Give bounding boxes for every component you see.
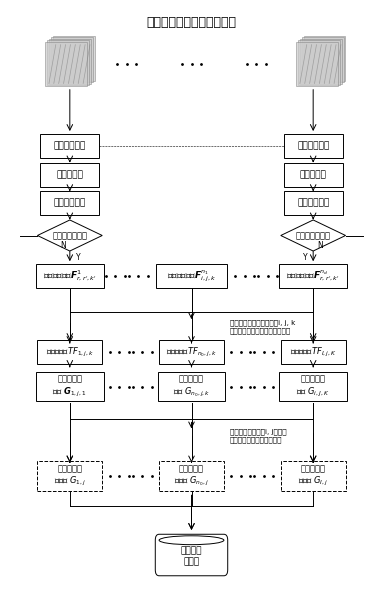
FancyBboxPatch shape <box>40 163 99 187</box>
Text: 高斯计数模
型子集 $G_{n_0,j}$: 高斯计数模 型子集 $G_{n_0,j}$ <box>174 464 209 488</box>
Polygon shape <box>281 220 345 251</box>
Text: 特征向量集$TF_{1,j,k}$: 特征向量集$TF_{1,j,k}$ <box>46 346 94 359</box>
FancyBboxPatch shape <box>159 461 224 491</box>
Text: Y: Y <box>75 253 80 262</box>
FancyBboxPatch shape <box>302 37 344 82</box>
Text: 把具有相同位置（i, j相同）
的单高斯模型归为一个集合: 把具有相同位置（i, j相同） 的单高斯模型归为一个集合 <box>229 428 286 443</box>
Text: 检测到运动目标: 检测到运动目标 <box>296 231 331 240</box>
Polygon shape <box>38 220 102 251</box>
FancyBboxPatch shape <box>298 40 340 85</box>
FancyBboxPatch shape <box>279 264 347 288</box>
FancyBboxPatch shape <box>40 134 99 158</box>
Text: 检测到运动目标: 检测到运动目标 <box>52 231 87 240</box>
FancyBboxPatch shape <box>53 36 95 80</box>
Text: 检测区域划分: 检测区域划分 <box>297 142 329 151</box>
Text: 运动目标检测: 运动目标检测 <box>297 199 329 208</box>
FancyBboxPatch shape <box>40 191 99 215</box>
Text: Y: Y <box>303 253 308 262</box>
FancyBboxPatch shape <box>49 39 91 83</box>
FancyBboxPatch shape <box>300 39 342 83</box>
FancyBboxPatch shape <box>47 40 89 85</box>
Text: 提取特征向量$\boldsymbol{F}^{n_d}_{r,r',k'}$: 提取特征向量$\boldsymbol{F}^{n_d}_{r,r',k'}$ <box>286 269 340 283</box>
FancyBboxPatch shape <box>36 264 104 288</box>
FancyBboxPatch shape <box>284 163 343 187</box>
Text: 高斯计数模
型子集 $G_{1,j}$: 高斯计数模 型子集 $G_{1,j}$ <box>54 464 86 488</box>
Text: 特征向量集$TF_{I,j,K}$: 特征向量集$TF_{I,j,K}$ <box>290 346 337 359</box>
Ellipse shape <box>159 536 224 545</box>
FancyBboxPatch shape <box>296 42 338 86</box>
Text: 检测区域划分: 检测区域划分 <box>54 142 86 151</box>
FancyBboxPatch shape <box>38 340 102 364</box>
Text: 提取特征向量$\boldsymbol{F}^1_{r,r',k'}$: 提取特征向量$\boldsymbol{F}^1_{r,r',k'}$ <box>43 269 97 283</box>
FancyBboxPatch shape <box>284 191 343 215</box>
Text: 提取特征向量$\boldsymbol{F}^{n_1}_{i,j,k}$: 提取特征向量$\boldsymbol{F}^{n_1}_{i,j,k}$ <box>167 269 216 284</box>
Text: 运动目标检测: 运动目标检测 <box>54 199 86 208</box>
Text: 把具有相同位置和人数（i, j, k
相同）的特征向量归为一个集合: 把具有相同位置和人数（i, j, k 相同）的特征向量归为一个集合 <box>229 320 295 334</box>
Text: 图像预处理: 图像预处理 <box>56 170 83 179</box>
FancyBboxPatch shape <box>281 461 345 491</box>
Text: 单高斯计数
模型 $G_{i,J,K}$: 单高斯计数 模型 $G_{i,J,K}$ <box>296 374 330 398</box>
FancyBboxPatch shape <box>281 340 345 364</box>
Text: 图像预处理: 图像预处理 <box>300 170 327 179</box>
Text: 特征向量集$TF_{n_0,j,k}$: 特征向量集$TF_{n_0,j,k}$ <box>166 346 217 359</box>
FancyBboxPatch shape <box>159 340 224 364</box>
Text: 带人数标记的视频图像序列: 带人数标记的视频图像序列 <box>147 16 236 29</box>
FancyBboxPatch shape <box>156 264 227 288</box>
FancyBboxPatch shape <box>279 372 347 401</box>
FancyBboxPatch shape <box>284 134 343 158</box>
Text: 高斯计数模
型子集 $G_{I,j}$: 高斯计数模 型子集 $G_{I,j}$ <box>298 464 328 488</box>
FancyBboxPatch shape <box>155 534 228 576</box>
Text: 多高斯计
数模型: 多高斯计 数模型 <box>181 547 202 566</box>
FancyBboxPatch shape <box>38 461 102 491</box>
FancyBboxPatch shape <box>45 42 87 86</box>
FancyBboxPatch shape <box>51 37 93 82</box>
FancyBboxPatch shape <box>304 36 345 80</box>
Text: N: N <box>317 241 323 250</box>
Text: 单高斯计数
模型 $G_{n_0,j,k}$: 单高斯计数 模型 $G_{n_0,j,k}$ <box>173 374 210 398</box>
Text: N: N <box>60 241 66 250</box>
FancyBboxPatch shape <box>158 372 225 401</box>
FancyBboxPatch shape <box>36 372 104 401</box>
Text: 单高斯计数
模型 $\boldsymbol{G}_{1,j,1}$: 单高斯计数 模型 $\boldsymbol{G}_{1,j,1}$ <box>52 374 87 398</box>
